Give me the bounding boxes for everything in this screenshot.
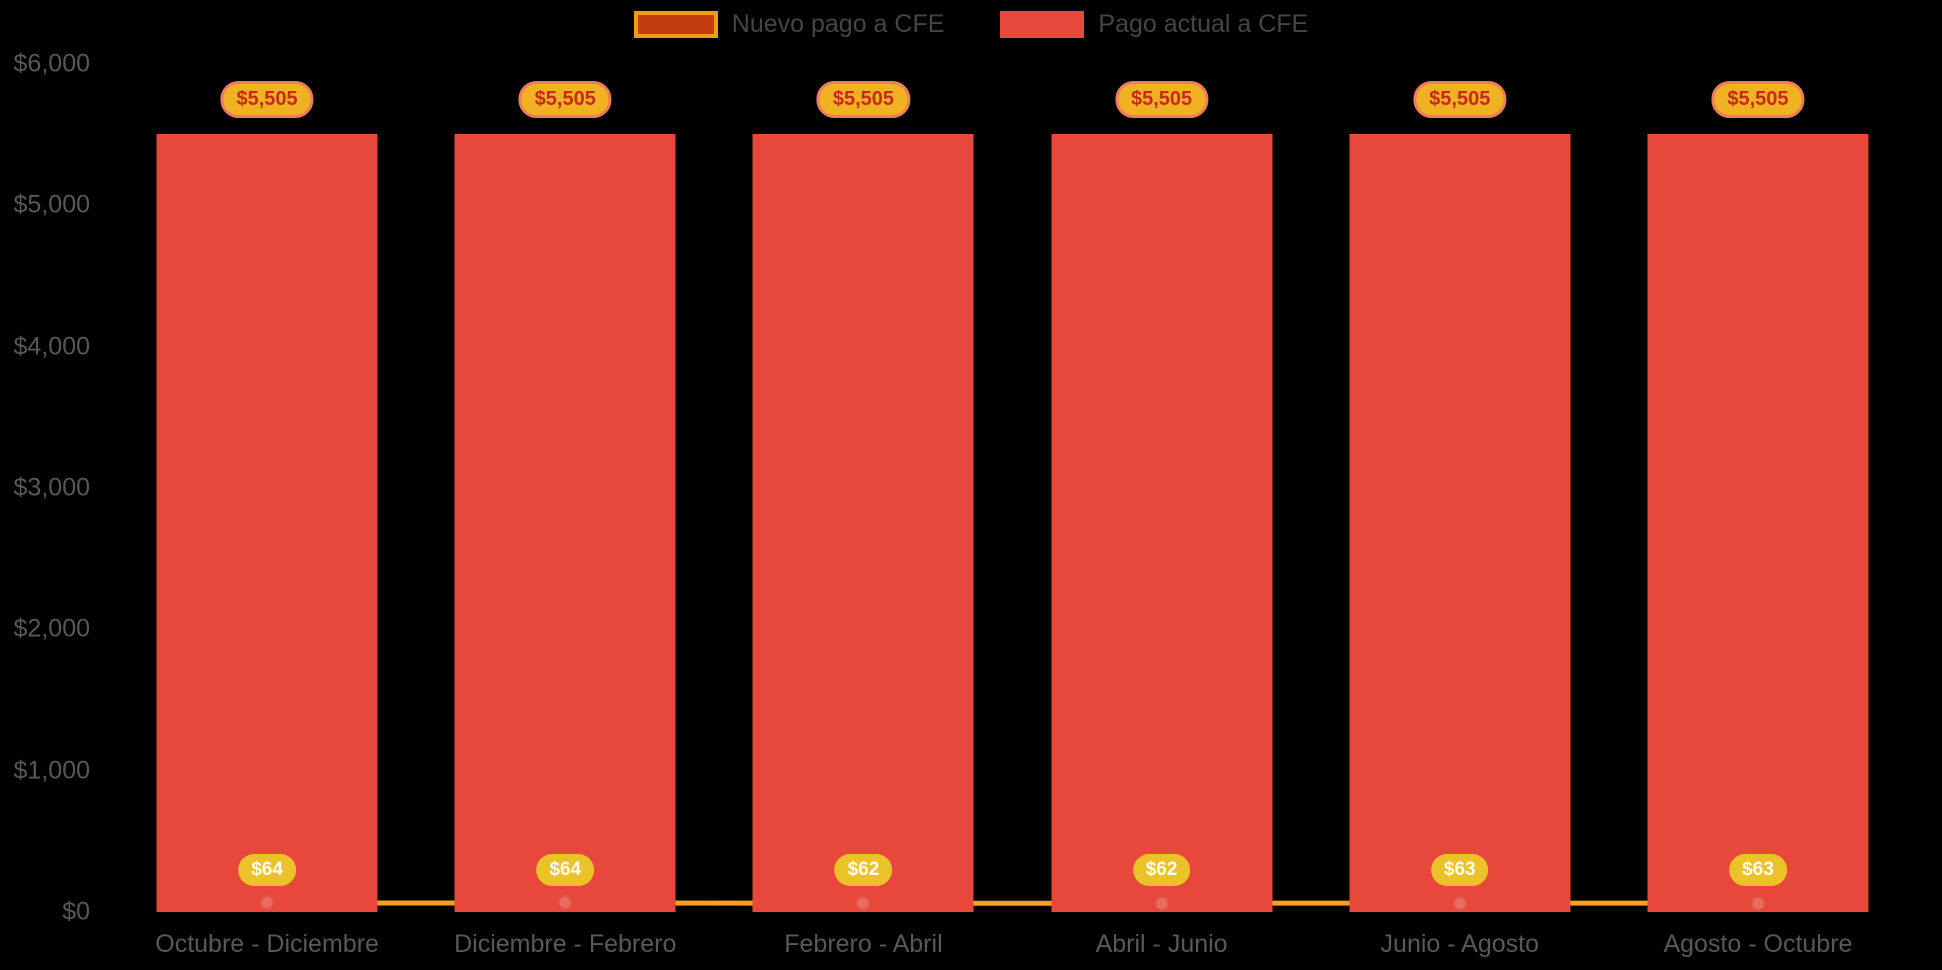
y-tick-5000: $5,000 — [13, 190, 90, 219]
y-tick-2000: $2,000 — [13, 614, 90, 643]
y-tick-0: $0 — [62, 897, 90, 926]
line-value-badge: $62 — [834, 854, 893, 887]
y-tick-4000: $4,000 — [13, 332, 90, 361]
column-diciembre-febrero: $5,505 $64 — [416, 64, 714, 912]
legend-swatch-pago-actual-icon — [1000, 11, 1085, 38]
bar-columns: $5,505 $64 $5,505 $64 $5,505 $62 $5,505 — [118, 64, 1907, 912]
line-value-badge: $62 — [1132, 854, 1191, 887]
bar-value-badge: $5,505 — [1413, 80, 1507, 118]
bar-pago-actual[interactable] — [156, 133, 378, 912]
line-point[interactable] — [1750, 895, 1766, 911]
column-abril-junio: $5,505 $62 — [1013, 64, 1311, 912]
line-point[interactable] — [855, 895, 871, 911]
bar-value-badge: $5,505 — [816, 80, 911, 118]
x-label-junio-agosto: Junio - Agosto — [1380, 930, 1539, 958]
column-agosto-octubre: $5,505 $63 — [1609, 64, 1907, 912]
column-febrero-abril: $5,505 $62 — [714, 64, 1012, 912]
x-label-octubre-diciembre: Octubre - Diciembre — [155, 930, 379, 958]
column-junio-agosto: $5,505 $63 — [1311, 64, 1609, 912]
bar-value-badge: $5,505 — [1711, 80, 1805, 118]
bar-pago-actual[interactable] — [752, 133, 974, 912]
bar-pago-actual[interactable] — [1349, 133, 1571, 912]
x-axis: Octubre - Diciembre Diciembre - Febrero … — [118, 912, 1907, 970]
line-value-badge: $64 — [536, 853, 595, 886]
y-tick-6000: $6,000 — [13, 49, 90, 78]
y-tick-3000: $3,000 — [13, 473, 90, 502]
line-point[interactable] — [1154, 895, 1170, 911]
line-value-badge: $64 — [238, 853, 296, 886]
bar-value-badge: $5,505 — [220, 80, 314, 118]
x-label-agosto-octubre: Agosto - Octubre — [1663, 930, 1853, 958]
line-value-badge: $63 — [1729, 854, 1787, 887]
legend-label-pago-actual: Pago actual a CFE — [1098, 10, 1309, 38]
line-point[interactable] — [1452, 895, 1468, 911]
bar-value-badge: $5,505 — [518, 80, 612, 118]
line-value-badge: $63 — [1430, 854, 1489, 887]
x-label-febrero-abril: Febrero - Abril — [784, 930, 943, 958]
y-tick-1000: $1,000 — [13, 756, 90, 785]
legend: Nuevo pago a CFE Pago actual a CFE — [0, 10, 1942, 39]
y-axis: $6,000 $5,000 $4,000 $3,000 $2,000 $1,00… — [0, 50, 90, 926]
legend-item-pago-actual[interactable]: Pago actual a CFE — [1000, 10, 1308, 39]
x-label-abril-junio: Abril - Junio — [1095, 930, 1228, 958]
line-point[interactable] — [557, 895, 573, 911]
x-label-diciembre-febrero: Diciembre - Febrero — [454, 930, 677, 958]
legend-label-nuevo-pago: Nuevo pago a CFE — [731, 10, 945, 38]
bar-pago-actual[interactable] — [1051, 133, 1273, 912]
legend-item-nuevo-pago[interactable]: Nuevo pago a CFE — [633, 10, 945, 39]
bar-pago-actual[interactable] — [1647, 133, 1869, 912]
bar-value-badge: $5,505 — [1115, 80, 1209, 118]
legend-swatch-nuevo-pago-icon — [633, 11, 718, 38]
line-point[interactable] — [259, 895, 275, 911]
bar-pago-actual[interactable] — [454, 133, 676, 912]
column-octubre-diciembre: $5,505 $64 — [118, 64, 416, 912]
plot-area: $5,505 $64 $5,505 $64 $5,505 $62 $5,505 — [118, 64, 1907, 912]
